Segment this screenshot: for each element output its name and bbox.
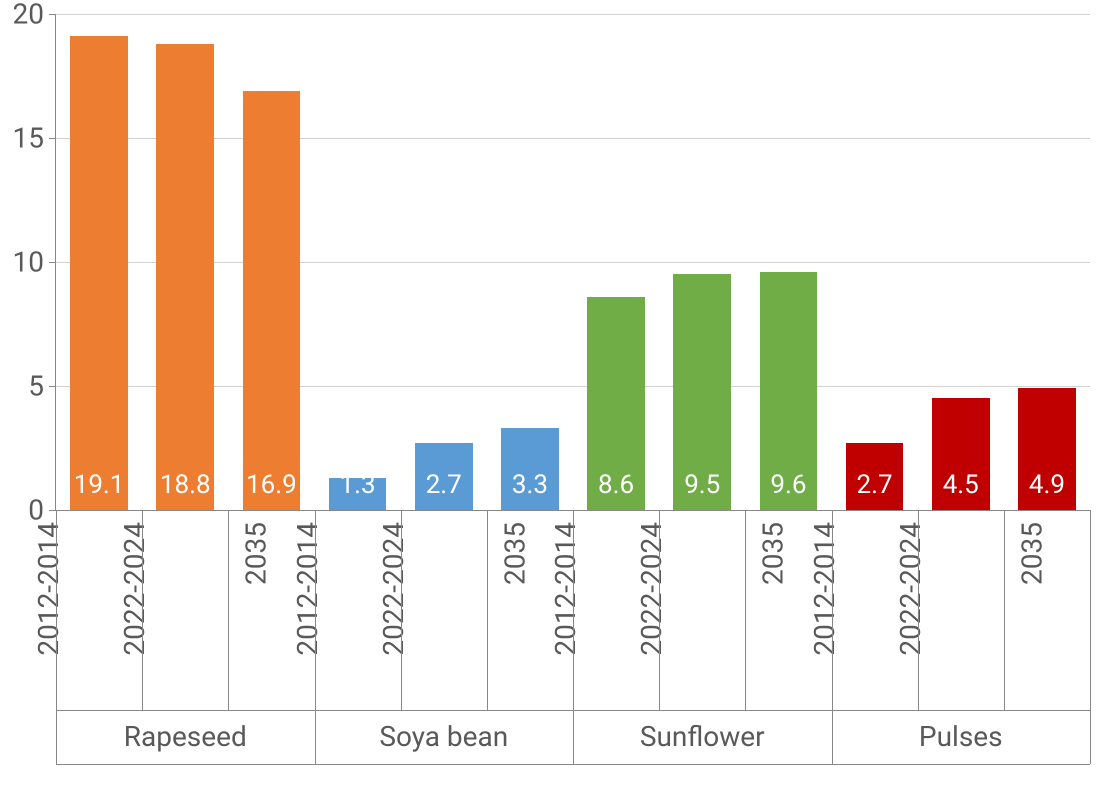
y-tick-label: 5 (28, 370, 56, 403)
x-tick-label: 2012-2014 (32, 522, 65, 656)
bar: 19.1 (70, 36, 128, 510)
bar-value-label: 9.5 (684, 470, 720, 500)
y-tick-label: 15 (13, 122, 56, 155)
axis-vline (142, 510, 143, 710)
bar: 18.8 (156, 44, 214, 510)
axis-hline (56, 764, 1090, 765)
x-tick-label: 2022-2024 (377, 522, 410, 656)
axis-vline (918, 510, 919, 710)
bar: 3.3 (501, 428, 559, 510)
bar-value-label: 4.5 (943, 470, 979, 500)
axis-vline (228, 510, 229, 710)
bar: 8.6 (587, 297, 645, 510)
group-label: Soya bean (315, 710, 574, 764)
x-tick-label: 2035 (240, 522, 273, 585)
bar-value-label: 19.1 (74, 470, 125, 500)
axis-vline (401, 510, 402, 710)
group-label: Pulses (832, 710, 1091, 764)
bar-value-label: 16.9 (246, 470, 297, 500)
y-tick-label: 10 (13, 246, 56, 279)
x-tick-label: 2035 (1015, 522, 1048, 585)
x-tick-label: 2022-2024 (118, 522, 151, 656)
axis-vline (1004, 510, 1005, 710)
chart-container: 0510152019.12012-201418.82022-202416.920… (0, 0, 1104, 788)
bar-value-label: 4.9 (1029, 470, 1065, 500)
plot-area: 0510152019.12012-201418.82022-202416.920… (56, 14, 1090, 510)
gridline (56, 14, 1090, 15)
axis-vline (659, 510, 660, 710)
x-tick-label: 2022-2024 (635, 522, 668, 656)
bar-value-label: 8.6 (598, 470, 634, 500)
axis-vline (1090, 510, 1091, 764)
bar-value-label: 3.3 (512, 470, 548, 500)
bar: 2.7 (415, 443, 473, 510)
bar-value-label: 1.3 (340, 470, 376, 500)
bar-value-label: 9.6 (770, 470, 806, 500)
bar: 9.6 (760, 272, 818, 510)
bar: 4.5 (932, 398, 990, 510)
x-tick-label: 2035 (757, 522, 790, 585)
bar: 16.9 (243, 91, 301, 510)
x-tick-label: 2035 (498, 522, 531, 585)
x-tick-label: 2012-2014 (549, 522, 582, 656)
bar: 2.7 (846, 443, 904, 510)
bar: 1.3 (329, 478, 387, 510)
bar: 9.5 (673, 274, 731, 510)
x-tick-label: 2012-2014 (291, 522, 324, 656)
group-label: Rapeseed (56, 710, 315, 764)
y-tick-label: 20 (13, 0, 56, 31)
bar-value-label: 2.7 (857, 470, 893, 500)
group-label: Sunflower (573, 710, 832, 764)
axis-vline (487, 510, 488, 710)
bar-value-label: 2.7 (426, 470, 462, 500)
bar-value-label: 18.8 (160, 470, 211, 500)
axis-vline (745, 510, 746, 710)
x-tick-label: 2012-2014 (808, 522, 841, 656)
x-tick-label: 2022-2024 (894, 522, 927, 656)
bar: 4.9 (1018, 388, 1076, 510)
